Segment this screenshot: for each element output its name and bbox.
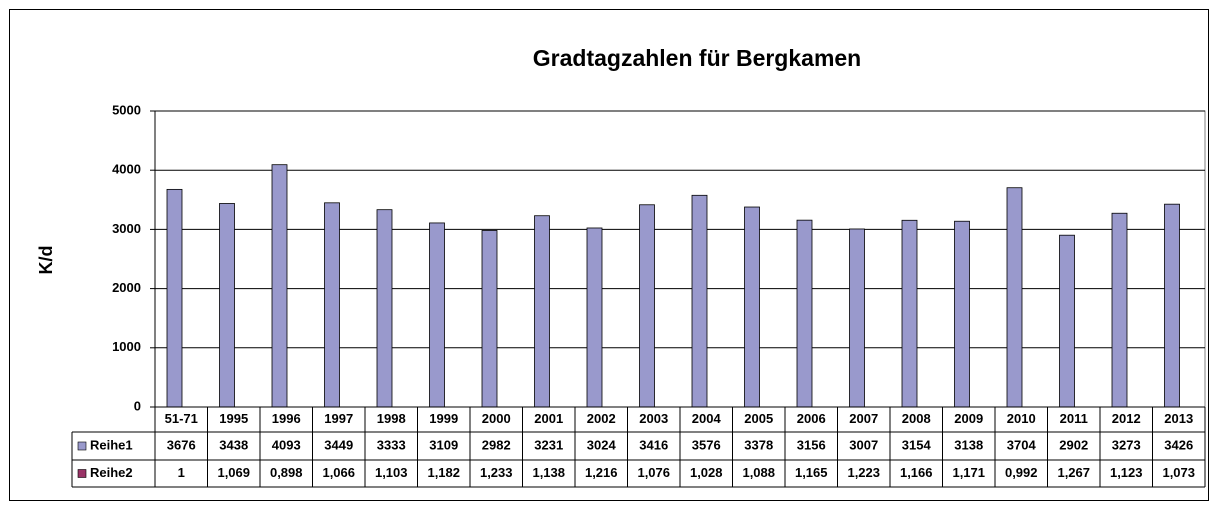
table-value: 3426 [1164,437,1193,452]
table-value: 1,069 [217,465,250,480]
x-tick-label: 2013 [1164,411,1193,426]
table-value: 3154 [902,437,932,452]
x-tick-label: 2007 [849,411,878,426]
table-value: 3273 [1112,437,1141,452]
bar [376,209,393,408]
table-value: 1,223 [847,465,880,480]
table-value: 3138 [954,437,983,452]
table-value: 3156 [797,437,826,452]
x-tick-label: 51-71 [165,411,198,426]
bar [586,227,603,408]
bar [219,203,235,408]
table-value: 3449 [324,437,353,452]
plot-area [154,110,1206,408]
x-tick-label: 2001 [534,411,563,426]
table-value: 3109 [429,437,458,452]
table-value: 1,103 [375,465,408,480]
bar [166,188,183,408]
x-tick-label: 2011 [1060,411,1088,426]
table-value: 1,165 [795,465,828,480]
table-value: 1,028 [690,465,723,480]
x-tick-label: 2005 [744,411,773,426]
bar [954,220,970,408]
legend-key [77,441,87,451]
bar [324,202,340,408]
y-tick-label: 5000 [112,102,141,117]
legend-label: Reihe1 [90,437,133,452]
chart-title: Gradtagzahlen für Bergkamen [533,45,861,71]
table-value: 3007 [849,437,878,452]
bar [534,215,550,408]
table-value: 3024 [587,437,617,452]
table-value: 3676 [167,437,196,452]
x-tick-label: 1998 [377,411,406,426]
y-axis-title: K/d [36,246,56,275]
x-tick-label: 2000 [482,411,511,426]
bar [1164,203,1180,408]
bar [849,228,865,408]
table-value: 3231 [534,437,563,452]
table-value: 1,138 [532,465,565,480]
y-tick-label: 3000 [112,221,141,236]
x-tick-label: 2003 [639,411,668,426]
table-value: 1,073 [1162,465,1195,480]
table-value: 1,076 [637,465,670,480]
table-value: 2902 [1059,437,1088,452]
table-value: 1,182 [427,465,460,480]
legend-label: Reihe2 [90,465,133,480]
y-tick-label: 4000 [112,162,141,177]
x-tick-label: 2012 [1112,411,1141,426]
x-tick-label: 2008 [902,411,931,426]
table-value: 3416 [639,437,668,452]
table-value: 3438 [219,437,248,452]
table-value: 0,898 [270,465,303,480]
x-tick-label: 2009 [954,411,983,426]
bar [429,222,445,408]
x-tick-label: 2006 [797,411,826,426]
bar [1111,212,1128,408]
table-value: 1,123 [1110,465,1143,480]
table-value: 1,088 [742,465,775,480]
bar [271,164,288,408]
bar [796,219,813,408]
table-value: 1 [178,465,185,480]
table-value: 1,171 [952,465,985,480]
y-tick-label: 2000 [112,280,141,295]
x-tick-label: 2002 [587,411,616,426]
table-value: 3576 [692,437,721,452]
table-value: 2982 [482,437,511,452]
bar [744,206,760,408]
bar [691,194,708,408]
bar [481,230,498,408]
table-value: 3704 [1007,437,1037,452]
table-value: 0,992 [1005,465,1038,480]
table-value: 1,267 [1057,465,1090,480]
legend-key [77,469,87,478]
bar [1006,187,1023,408]
table-value: 3333 [377,437,406,452]
x-tick-label: 1997 [324,411,353,426]
table-value: 1,066 [322,465,355,480]
table-value: 3378 [744,437,773,452]
bar [1059,234,1075,408]
y-tick-label: 0 [134,398,141,413]
x-tick-label: 2004 [692,411,722,426]
table-value: 1,216 [585,465,618,480]
bar [639,204,655,408]
x-tick-label: 2010 [1007,411,1036,426]
table-value: 4093 [272,437,301,452]
y-tick-label: 1000 [112,339,141,354]
table-value: 1,233 [480,465,513,480]
bar [901,219,918,408]
x-tick-label: 1996 [272,411,301,426]
table-value: 1,166 [900,465,933,480]
x-tick-label: 1995 [219,411,248,426]
x-tick-label: 1999 [429,411,458,426]
